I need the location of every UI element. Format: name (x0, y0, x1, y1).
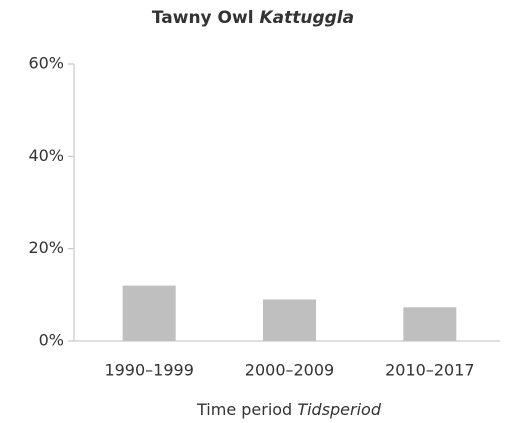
title-italic: Kattuggla (259, 8, 354, 28)
y-tick-label: 0% (39, 331, 64, 350)
bar (122, 285, 176, 341)
x-tick-label: 2010–2017 (385, 361, 474, 380)
x-axis-label: Time period Tidsperiod (196, 400, 382, 419)
title-main: Tawny Owl (152, 8, 254, 28)
y-tick-label: 20% (28, 238, 64, 257)
x-label-italic: Tidsperiod (297, 400, 382, 419)
y-tick-label: 60% (28, 54, 64, 73)
bar (263, 299, 316, 341)
x-tick-label: 2000–2009 (245, 361, 334, 380)
bar (403, 307, 457, 341)
chart-title: Tawny Owl Kattuggla (152, 8, 354, 28)
x-label-main: Time period (196, 400, 292, 419)
y-tick-label: 40% (28, 146, 64, 165)
x-tick-label: 1990–1999 (104, 361, 193, 380)
